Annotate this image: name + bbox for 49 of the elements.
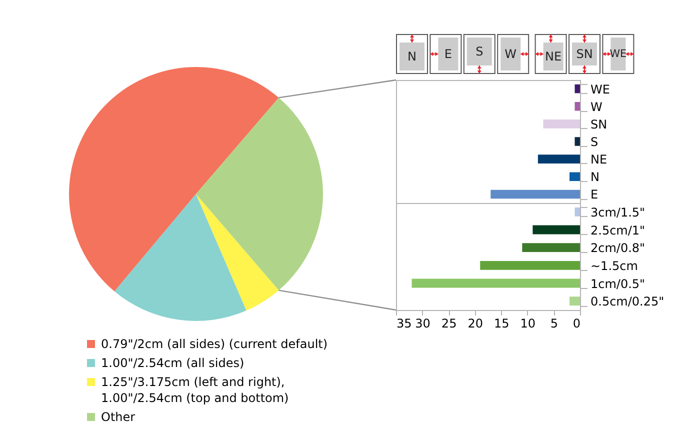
bar: [569, 296, 580, 306]
page-margin-icon: N: [396, 34, 428, 74]
x-tick-label: 35: [396, 316, 412, 330]
bar: [490, 190, 580, 199]
y-tick-label: N: [590, 170, 600, 184]
bar: [543, 120, 580, 128]
page-margin-icon: S: [463, 34, 496, 74]
bar: [538, 154, 580, 164]
bar: [574, 137, 580, 146]
bar: [569, 172, 580, 182]
legend-label: 1.25"/3.175cm (left and right), 1.00"/2.54cm (top and bottom): [101, 375, 289, 405]
pie-slice: [196, 194, 279, 311]
y-tick-label: SN: [590, 117, 608, 132]
bar: [480, 260, 580, 270]
bar: [574, 102, 580, 111]
pie-slice: [114, 194, 246, 321]
legend-label: Other: [101, 410, 136, 424]
x-tick-label: 30: [415, 316, 430, 330]
bar: [532, 225, 580, 234]
y-tick-label: W: [590, 100, 602, 114]
x-tick-label: 20: [468, 316, 483, 330]
y-tick-label: E: [590, 188, 598, 202]
y-tick-label: 1cm/0.5": [590, 276, 646, 291]
y-tick-label: S: [590, 135, 598, 149]
bar: [574, 207, 580, 216]
y-tick-label: 0.5cm/0.25": [590, 294, 664, 309]
y-tick-label: 2.5cm/1": [590, 223, 646, 238]
x-tick-label: 0: [572, 316, 580, 330]
page-margin-icon: W: [497, 34, 530, 74]
bar: [412, 278, 580, 288]
y-tick-label: 2cm/0.8": [590, 241, 646, 256]
x-tick-label: 25: [441, 316, 457, 330]
x-tick-label: 5: [550, 316, 558, 330]
page-margin-icon: WE: [602, 34, 634, 74]
x-tick-label: 10: [520, 316, 536, 330]
page-margin-icon: SN: [568, 34, 600, 74]
bar: [522, 243, 580, 252]
y-tick-label: NE: [590, 152, 608, 167]
y-tick-label: ~1.5cm: [590, 258, 638, 273]
x-tick-label: 15: [494, 316, 510, 330]
page-margin-icon: NE: [534, 34, 567, 74]
pie-slice: [69, 67, 279, 292]
bar: [574, 84, 580, 94]
page-margin-icon: E: [430, 34, 462, 74]
y-tick-label: 3cm/1.5": [590, 205, 646, 220]
legend-label: 1.00"/2.54cm (all sides): [101, 356, 244, 370]
legend-label: 0.79"/2cm (all sides) (current default): [101, 337, 328, 351]
pie-slice: [196, 98, 323, 290]
y-tick-label: WE: [590, 82, 610, 96]
